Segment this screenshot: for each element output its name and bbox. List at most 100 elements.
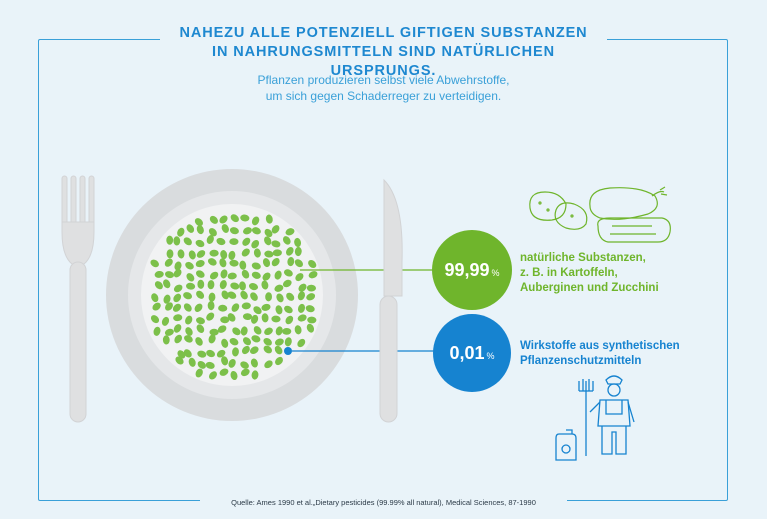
pea bbox=[232, 347, 239, 357]
pea bbox=[229, 338, 239, 346]
pea bbox=[275, 356, 283, 366]
pea bbox=[185, 327, 193, 336]
pea bbox=[206, 235, 214, 244]
pea bbox=[208, 371, 218, 380]
pea bbox=[197, 279, 205, 289]
pea bbox=[185, 315, 193, 325]
pea bbox=[220, 316, 230, 324]
pea bbox=[196, 324, 205, 333]
pea bbox=[283, 269, 293, 277]
pea bbox=[264, 360, 273, 369]
pea bbox=[240, 361, 249, 369]
pea bbox=[220, 250, 228, 260]
pea bbox=[240, 368, 250, 377]
pea bbox=[274, 270, 282, 280]
pea bbox=[274, 284, 284, 292]
pea bbox=[294, 325, 302, 335]
source-block: Quelle: Ames 1990 et al.„Dietary pestici… bbox=[200, 492, 567, 508]
pea bbox=[220, 269, 228, 279]
pea bbox=[239, 281, 246, 291]
pea bbox=[274, 338, 284, 346]
pea bbox=[219, 215, 228, 224]
pea bbox=[188, 357, 196, 367]
pea bbox=[186, 273, 195, 282]
pea bbox=[207, 280, 215, 290]
pea bbox=[150, 259, 159, 268]
pea bbox=[240, 290, 248, 300]
pea bbox=[205, 361, 215, 369]
pea bbox=[251, 370, 259, 380]
pea bbox=[209, 328, 219, 336]
pea bbox=[154, 281, 163, 290]
pea bbox=[251, 240, 260, 249]
pea bbox=[250, 358, 258, 368]
pea bbox=[194, 218, 203, 227]
pea bbox=[251, 314, 259, 324]
pea bbox=[177, 227, 185, 237]
pea bbox=[271, 240, 281, 248]
pea bbox=[221, 290, 229, 300]
pea bbox=[294, 259, 304, 268]
pea bbox=[251, 335, 261, 343]
pea bbox=[183, 292, 193, 300]
title-block: NAHEZU ALLE POTENZIELL GIFTIGEN SUBSTANZ… bbox=[160, 24, 607, 79]
pea bbox=[208, 334, 216, 344]
pea bbox=[294, 237, 302, 248]
pea bbox=[173, 269, 182, 278]
synthetic-percentage-unit: % bbox=[486, 351, 495, 361]
pea bbox=[195, 337, 203, 346]
synthetic-percentage-badge: 0,01 % bbox=[433, 314, 511, 392]
subtitle-line-2: um sich gegen Schaderreger zu verteidige… bbox=[265, 89, 502, 103]
pea bbox=[262, 258, 271, 268]
pea bbox=[272, 249, 282, 257]
pea bbox=[306, 323, 315, 333]
pea bbox=[231, 303, 240, 312]
pea bbox=[306, 293, 316, 301]
pea bbox=[240, 214, 250, 222]
page-title-line-2: IN NAHRUNGSMITTELN SIND NATÜRLICHEN URSP… bbox=[212, 44, 555, 79]
synthetic-percentage-value: 0,01 bbox=[449, 342, 485, 363]
pea bbox=[183, 303, 192, 312]
natural-description-line-1: natürliche Substanzen, bbox=[520, 252, 646, 264]
pea bbox=[195, 317, 206, 325]
pea bbox=[261, 280, 269, 290]
pea bbox=[183, 237, 192, 246]
pea bbox=[177, 249, 185, 259]
pea bbox=[227, 272, 237, 280]
pea bbox=[243, 227, 252, 235]
vegetables-icon bbox=[529, 186, 671, 243]
pea bbox=[197, 360, 206, 369]
pea bbox=[287, 257, 295, 267]
pea bbox=[263, 345, 273, 354]
pea bbox=[195, 239, 205, 248]
plate-icon bbox=[106, 169, 358, 421]
pea bbox=[282, 327, 292, 335]
pea bbox=[174, 261, 182, 271]
pea bbox=[173, 284, 183, 293]
natural-description: natürliche Substanzen, z. B. in Kartoffe… bbox=[520, 251, 659, 296]
pea bbox=[240, 326, 248, 336]
pea bbox=[253, 248, 261, 258]
pea bbox=[216, 349, 226, 358]
pea bbox=[196, 225, 204, 235]
pea bbox=[242, 237, 251, 246]
pea bbox=[150, 315, 160, 324]
pea bbox=[241, 248, 250, 257]
pea bbox=[164, 258, 173, 267]
natural-percentage-badge: 99,99 % bbox=[432, 230, 512, 310]
pea bbox=[175, 356, 184, 365]
pea bbox=[229, 227, 239, 235]
pea bbox=[173, 236, 181, 246]
pea bbox=[186, 282, 196, 290]
pea bbox=[265, 214, 273, 224]
subtitle: Pflanzen produzieren selbst viele Abwehr… bbox=[200, 72, 567, 104]
pea bbox=[183, 349, 192, 358]
pea bbox=[250, 346, 259, 354]
pea bbox=[241, 345, 250, 355]
pea bbox=[242, 337, 252, 346]
pea bbox=[216, 237, 226, 246]
pea bbox=[297, 303, 306, 313]
pea bbox=[165, 302, 173, 311]
pea bbox=[230, 282, 240, 290]
